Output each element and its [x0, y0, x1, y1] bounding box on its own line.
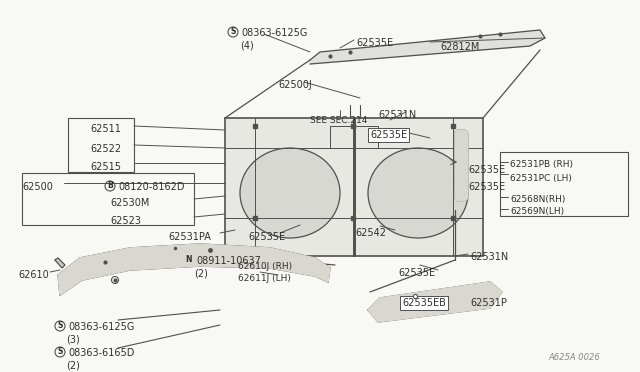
Text: 62531PC (LH): 62531PC (LH): [510, 174, 572, 183]
Text: 62535E: 62535E: [370, 130, 407, 140]
Ellipse shape: [240, 148, 340, 238]
Text: S: S: [230, 28, 236, 36]
Ellipse shape: [368, 148, 468, 238]
Text: 62531PB (RH): 62531PB (RH): [510, 160, 573, 169]
Text: 62523: 62523: [110, 216, 141, 226]
Bar: [500, 152, 628, 216]
Text: 62500J: 62500J: [278, 80, 312, 90]
Polygon shape: [55, 258, 65, 268]
Text: (4): (4): [240, 40, 253, 50]
Text: 62535E: 62535E: [468, 182, 505, 192]
Text: (2): (2): [66, 360, 80, 370]
Text: 62535E: 62535E: [468, 165, 505, 175]
Bar: [225, 118, 483, 256]
Text: S: S: [58, 321, 63, 330]
Text: 08363-6125G: 08363-6125G: [241, 28, 307, 38]
Text: 62568N(RH): 62568N(RH): [510, 195, 565, 204]
Text: 62812M: 62812M: [440, 42, 479, 52]
Text: 62531P: 62531P: [470, 298, 507, 308]
Text: 62531PA: 62531PA: [168, 232, 211, 242]
Polygon shape: [368, 282, 502, 322]
Bar: [330, 126, 378, 148]
Text: A625A 0026: A625A 0026: [548, 353, 600, 362]
Polygon shape: [310, 30, 545, 64]
Text: 62611J (LH): 62611J (LH): [238, 274, 291, 283]
Text: 08363-6125G: 08363-6125G: [68, 322, 134, 332]
Bar: [22, 173, 194, 225]
Text: 08120-8162D: 08120-8162D: [118, 182, 184, 192]
Text: (3): (3): [66, 334, 80, 344]
Text: 62500: 62500: [22, 182, 53, 192]
Text: 62535E: 62535E: [248, 232, 285, 242]
Text: 62511: 62511: [90, 124, 121, 134]
Text: S: S: [58, 347, 63, 356]
Text: 62610J (RH): 62610J (RH): [238, 262, 292, 271]
Text: 62535EB: 62535EB: [402, 298, 446, 308]
Text: 62531N: 62531N: [470, 252, 508, 262]
Text: 62535E: 62535E: [356, 38, 393, 48]
Text: 08911-10637: 08911-10637: [196, 256, 261, 266]
Bar: [68, 118, 134, 172]
Text: SEE SEC.214: SEE SEC.214: [310, 116, 367, 125]
Text: 62530M: 62530M: [110, 198, 149, 208]
Polygon shape: [58, 244, 330, 295]
Text: 62569N(LH): 62569N(LH): [510, 207, 564, 216]
Text: (2): (2): [194, 268, 208, 278]
Text: 62610: 62610: [18, 270, 49, 280]
Text: 62522: 62522: [90, 144, 121, 154]
Text: 62542: 62542: [355, 228, 386, 238]
Polygon shape: [455, 130, 468, 201]
Text: 08363-6165D: 08363-6165D: [68, 348, 134, 358]
Text: 62515: 62515: [90, 162, 121, 172]
Text: 62535E: 62535E: [398, 268, 435, 278]
Text: N: N: [185, 256, 191, 264]
Text: B: B: [107, 182, 113, 190]
Text: 62531N: 62531N: [378, 110, 416, 120]
